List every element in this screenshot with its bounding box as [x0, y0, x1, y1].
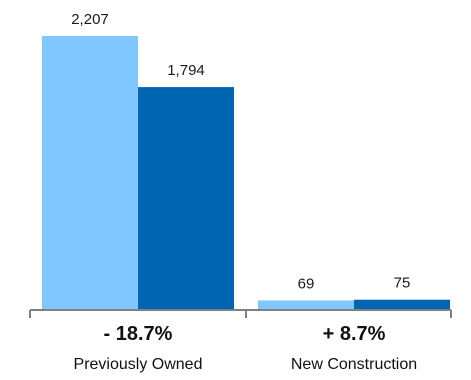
category-label-0: Previously Owned [74, 356, 203, 373]
bar-value-label: 2,207 [71, 11, 109, 28]
bar-current-0 [138, 87, 234, 309]
x-axis [29, 309, 452, 318]
change-label-1: + 8.7% [323, 323, 386, 345]
category-label-1: New Construction [291, 356, 417, 373]
bar-prior-0 [42, 36, 138, 309]
bar-value-label: 69 [298, 275, 315, 292]
bar-prior-1 [258, 300, 354, 309]
bars-group [42, 36, 450, 309]
change-label-0: - 18.7% [104, 323, 173, 345]
category-labels-group: - 18.7% Previously Owned + 8.7% New Constru… [74, 323, 418, 373]
bar-current-1 [354, 299, 450, 309]
bar-value-label: 1,794 [167, 62, 205, 79]
value-labels-group: 2,207 69 1,794 75 [71, 11, 410, 292]
bar-value-label: 75 [394, 275, 411, 292]
